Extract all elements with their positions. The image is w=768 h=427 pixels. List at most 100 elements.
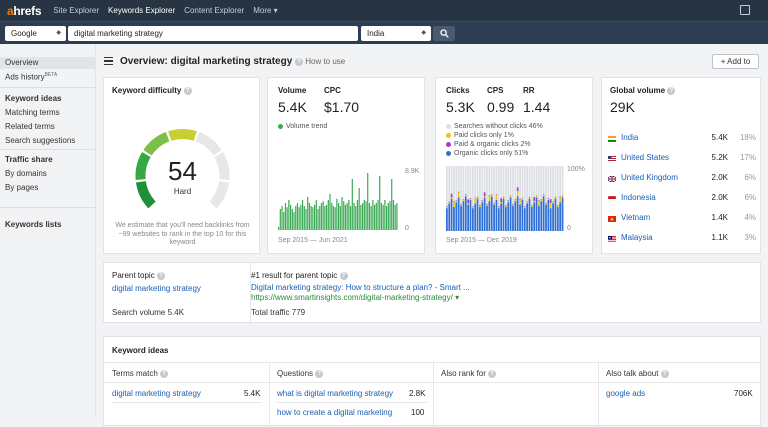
sidebar-item-ads-history[interactable]: Ads historyBETA (5, 72, 58, 82)
volume-bar (324, 206, 326, 230)
how-to-use-link[interactable]: ? How to use (295, 57, 345, 66)
clicks-bar-segment (535, 195, 538, 197)
clicks-bar-segment (505, 207, 507, 231)
country-link[interactable]: India (621, 133, 639, 142)
nav-site-explorer[interactable]: Site Explorer (53, 6, 100, 15)
clicks-bar-segment (467, 204, 470, 231)
volume-bar (346, 203, 348, 230)
parent-topic-link[interactable]: digital marketing strategy (112, 284, 201, 293)
clicks-bar-segment (526, 203, 529, 231)
country-select[interactable]: India ◆ (361, 26, 431, 41)
clicks-bar-segment (474, 203, 477, 231)
engine-select[interactable]: Google ◆ (5, 26, 66, 41)
clicks-bar-segment (467, 203, 470, 205)
indonesia-flag-icon (608, 196, 616, 202)
window-icon[interactable] (740, 5, 750, 15)
top-result-title-link[interactable]: Digital marketing strategy: How to struc… (251, 283, 470, 292)
country-link[interactable]: United States (621, 153, 670, 162)
kd-label: Keyword difficulty ? (112, 86, 192, 95)
volume-bar (391, 179, 393, 230)
clicks-bar-segment (556, 205, 559, 208)
help-icon: ? (660, 369, 669, 378)
country-link[interactable]: Indonesia (621, 193, 656, 202)
search-button[interactable] (433, 26, 455, 41)
country-row[interactable]: Malaysia 1.1K 3% (608, 233, 756, 251)
sidebar-divider (0, 149, 95, 150)
volume-bar (331, 203, 333, 230)
clicks-bar-segment (497, 208, 500, 231)
sidebar-item-overview[interactable]: Overview (0, 57, 95, 69)
country-link[interactable]: Vietnam (621, 213, 651, 222)
clicks-bar-segment (450, 166, 453, 194)
clicks-bar-segment (554, 197, 557, 199)
volume-value: 5.4K (278, 99, 307, 115)
sidebar-item-search-suggestions[interactable]: Search suggestions (5, 136, 76, 145)
clicks-bar-segment (542, 194, 545, 196)
country-row[interactable]: United Kingdom 2.0K 6% (608, 173, 756, 191)
talk-keyword-volume: 706K (734, 389, 753, 398)
country-link[interactable]: Malaysia (621, 233, 653, 242)
clicks-bar-segment (495, 199, 498, 231)
ahrefs-logo[interactable]: ahrefs (7, 3, 42, 18)
sidebar-item-related-terms[interactable]: Related terms (5, 122, 55, 131)
clicks-bar-segment (471, 166, 474, 207)
question-keyword-link[interactable]: how to create a digital marketing (277, 408, 393, 417)
clicks-bar-segment (488, 195, 491, 196)
sidebar-item-by-pages[interactable]: By pages (5, 183, 39, 192)
nav-content-explorer[interactable]: Content Explorer (184, 6, 245, 15)
menu-icon[interactable] (104, 57, 113, 65)
question-keyword-link[interactable]: what is digital marketing strategy (277, 389, 394, 398)
clicks-bar-segment (530, 205, 533, 208)
volume-bar (327, 200, 329, 230)
volume-bar (392, 200, 395, 230)
top-result-url[interactable]: https://www.smartinsights.com/digital-ma… (251, 293, 460, 302)
volume-date-range: Sep 2015 — Jun 2021 (278, 237, 348, 244)
clicks-bar-segment (474, 198, 477, 204)
clicks-bar-segment (533, 201, 536, 203)
clicks-bar-segment (561, 195, 564, 197)
volume-bar (358, 188, 360, 230)
clicks-bar-segment (486, 203, 488, 205)
country-row[interactable]: India 5.4K 18% (608, 133, 756, 151)
clicks-bar-segment (474, 197, 477, 199)
add-to-button[interactable]: + Add to (712, 54, 759, 69)
country-link[interactable]: United Kingdom (621, 173, 678, 182)
sidebar-heading-keyword-ideas: Keyword ideas (5, 94, 62, 103)
sidebar-item-matching-terms[interactable]: Matching terms (5, 108, 60, 117)
country-percent: 3% (744, 233, 756, 242)
nav-keywords-explorer[interactable]: Keywords Explorer (108, 6, 176, 15)
country-row[interactable]: United States 5.2K 17% (608, 153, 756, 171)
clicks-bar-segment (453, 166, 455, 202)
clicks-bar-segment (542, 196, 545, 231)
nav-more[interactable]: More ▾ (253, 6, 278, 15)
clicks-bar-segment (545, 202, 547, 204)
sidebar-item-by-domains[interactable]: By domains (5, 169, 47, 178)
clicks-bar-segment (455, 166, 458, 201)
main-content: Overview: digital marketing strategy ? H… (96, 44, 768, 427)
talk-keyword-link[interactable]: google ads (606, 389, 646, 398)
country-row[interactable]: Indonesia 2.0K 6% (608, 193, 756, 211)
clicks-bar-segment (559, 202, 562, 231)
clicks-bar-segment (516, 191, 519, 197)
terms-keyword-link[interactable]: digital marketing strategy (112, 389, 201, 398)
clicks-legend-3: Organic clicks only 51% (446, 150, 528, 157)
volume-bar (365, 201, 367, 230)
volume-bar (363, 200, 365, 230)
clicks-bar-segment (533, 197, 536, 202)
clicks-bar-segment (476, 166, 479, 197)
volume-label: Volume (278, 86, 307, 95)
volume-bar (353, 203, 355, 230)
help-icon: ? (183, 86, 192, 95)
sidebar-item-keywords-lists[interactable]: Keywords lists (5, 220, 62, 229)
clicks-bar-segment (469, 198, 472, 199)
caret-down-icon: ◆ (56, 30, 61, 36)
volume-bar (372, 200, 374, 230)
parent-topic-label: Parent topic ? (112, 271, 165, 280)
clicks-legend-1: Paid clicks only 1% (446, 132, 514, 139)
keyword-input[interactable]: digital marketing strategy (68, 26, 358, 41)
col-terms-match: Terms match ? (112, 369, 169, 378)
country-row[interactable]: Vietnam 1.4K 4% (608, 213, 756, 231)
volume-bar (384, 200, 386, 230)
clicks-bar-segment (519, 166, 521, 199)
clicks-bar-segment (490, 196, 493, 231)
